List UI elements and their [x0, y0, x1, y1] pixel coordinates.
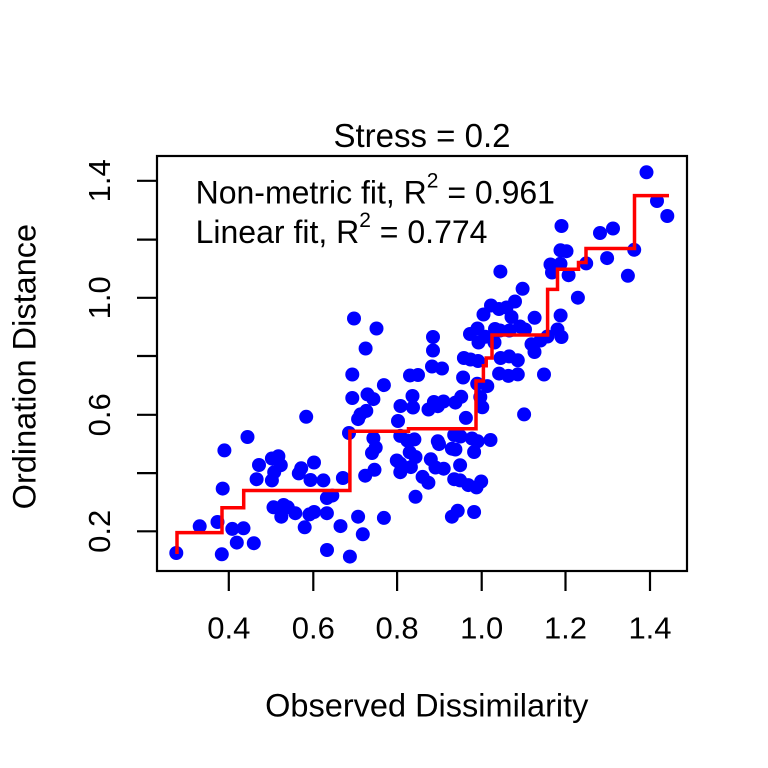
svg-text:Non-metric fit, R2 = 0.961: Non-metric fit, R2 = 0.961: [196, 170, 555, 211]
svg-text:1.0: 1.0: [82, 276, 117, 319]
svg-text:1.4: 1.4: [82, 159, 117, 202]
svg-text:Stress = 0.2: Stress = 0.2: [333, 117, 510, 154]
svg-text:Ordination Distance: Ordination Distance: [7, 224, 43, 509]
svg-text:0.4: 0.4: [207, 611, 250, 646]
svg-text:0.2: 0.2: [82, 510, 117, 553]
svg-text:0.6: 0.6: [292, 611, 335, 646]
svg-text:1.4: 1.4: [628, 611, 671, 646]
svg-text:0.6: 0.6: [82, 393, 117, 436]
svg-text:1.2: 1.2: [544, 611, 587, 646]
svg-text:Observed Dissimilarity: Observed Dissimilarity: [265, 688, 589, 724]
svg-text:0.8: 0.8: [376, 611, 419, 646]
svg-text:Linear fit, R2 = 0.774: Linear fit, R2 = 0.774: [196, 209, 488, 250]
svg-text:1.0: 1.0: [460, 611, 503, 646]
